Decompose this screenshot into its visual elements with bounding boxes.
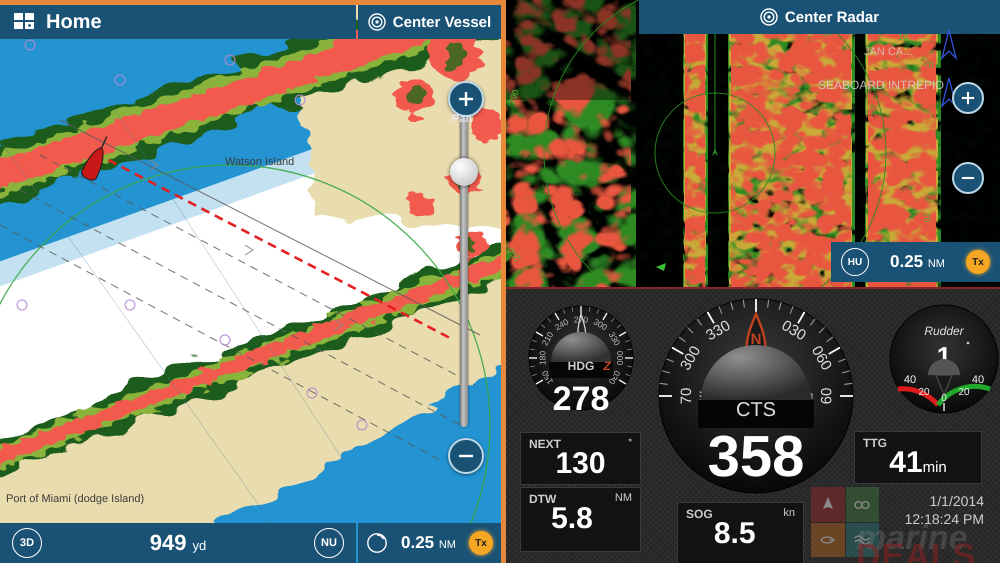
svg-text:CTS: CTS	[736, 399, 776, 421]
svg-text:20: 20	[918, 387, 930, 398]
svg-text:09: 09	[817, 388, 834, 405]
svg-text:70: 70	[678, 388, 695, 405]
svg-text:Watson Island: Watson Island	[225, 156, 294, 168]
svg-text:HDG: HDG	[568, 359, 595, 373]
svg-text:180: 180	[537, 351, 547, 365]
svg-text:000: 000	[615, 351, 625, 365]
svg-text:40: 40	[972, 374, 984, 386]
svg-text:40: 40	[904, 374, 916, 386]
svg-text:70: 70	[921, 212, 933, 224]
svg-text:Z: Z	[602, 359, 611, 373]
svg-text:20: 20	[958, 387, 970, 398]
svg-text:Rudder: Rudder	[924, 324, 964, 338]
svg-text:Port of Miami (dodge Island): Port of Miami (dodge Island)	[6, 493, 144, 505]
svg-text:0: 0	[941, 393, 947, 404]
